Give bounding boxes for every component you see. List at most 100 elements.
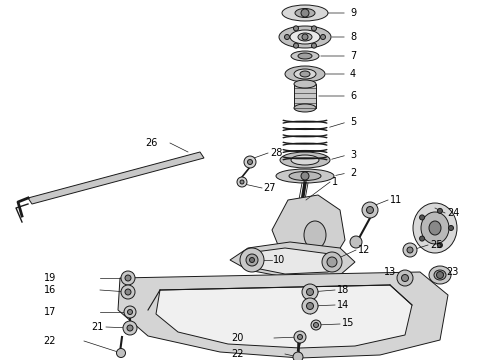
Text: 13: 13 [384,267,396,277]
Ellipse shape [285,66,325,82]
Circle shape [125,289,131,295]
Ellipse shape [298,53,312,59]
Polygon shape [230,242,355,278]
Polygon shape [118,272,448,358]
Circle shape [320,35,325,40]
Circle shape [297,334,302,339]
Polygon shape [28,152,204,204]
Ellipse shape [291,51,319,61]
Text: 3: 3 [350,150,356,160]
Bar [294,84,316,108]
Text: 8: 8 [350,32,356,42]
Circle shape [244,156,256,168]
Ellipse shape [294,69,316,79]
Text: 9: 9 [350,8,356,18]
Circle shape [240,180,244,184]
Text: 5: 5 [350,117,356,127]
Text: 17: 17 [44,307,56,317]
Circle shape [403,243,417,257]
Circle shape [294,43,298,48]
Text: 27: 27 [263,183,275,193]
Ellipse shape [282,5,328,21]
Text: 7: 7 [350,51,356,61]
Circle shape [437,271,443,279]
Ellipse shape [429,266,451,284]
Circle shape [448,225,454,230]
Circle shape [125,275,131,281]
Ellipse shape [290,30,320,44]
Ellipse shape [298,33,312,41]
Circle shape [121,271,135,285]
Ellipse shape [434,270,446,280]
Circle shape [312,43,317,48]
Circle shape [237,177,247,187]
Circle shape [301,9,309,17]
Text: 22: 22 [231,349,244,359]
Text: 21: 21 [92,322,104,332]
Ellipse shape [289,171,321,180]
Ellipse shape [294,80,316,88]
Ellipse shape [279,26,331,48]
Ellipse shape [294,104,316,112]
Circle shape [249,257,254,262]
Circle shape [127,310,132,315]
Polygon shape [156,285,412,348]
Ellipse shape [304,221,326,249]
Text: 12: 12 [358,245,370,255]
Circle shape [438,208,442,213]
Circle shape [314,323,318,328]
Circle shape [293,352,303,360]
Ellipse shape [280,152,330,168]
Text: 1: 1 [332,177,338,187]
Text: 28: 28 [270,148,282,158]
Circle shape [367,207,373,213]
Text: 23: 23 [446,267,458,277]
Circle shape [246,254,258,266]
Ellipse shape [421,212,449,244]
Text: 14: 14 [337,300,349,310]
Text: 24: 24 [447,208,460,218]
Text: 4: 4 [350,69,356,79]
Circle shape [124,306,136,318]
Circle shape [419,236,424,241]
Ellipse shape [291,155,319,165]
Circle shape [307,302,314,310]
Text: 26: 26 [146,138,158,148]
Ellipse shape [413,203,457,253]
Circle shape [285,35,290,40]
Circle shape [301,172,309,180]
Circle shape [438,243,442,248]
Circle shape [327,257,337,267]
Text: 6: 6 [350,91,356,101]
Text: 15: 15 [342,318,354,328]
Circle shape [302,298,318,314]
Circle shape [302,284,318,300]
Circle shape [294,331,306,343]
Circle shape [307,288,314,296]
Text: 20: 20 [232,333,244,343]
Circle shape [121,285,135,299]
Text: 22: 22 [44,336,56,346]
Circle shape [127,325,133,331]
Circle shape [419,215,424,220]
Text: 16: 16 [44,285,56,295]
Circle shape [312,26,317,31]
Polygon shape [272,195,345,270]
Text: 2: 2 [350,168,356,178]
Circle shape [123,321,137,335]
Circle shape [397,270,413,286]
Circle shape [294,26,298,31]
Text: 11: 11 [390,195,402,205]
Circle shape [350,236,362,248]
Circle shape [362,202,378,218]
Circle shape [311,320,321,330]
Ellipse shape [300,71,310,77]
Circle shape [117,348,125,357]
Circle shape [302,34,308,40]
Circle shape [401,274,409,282]
Ellipse shape [429,221,441,235]
Circle shape [240,248,264,272]
Circle shape [322,252,342,272]
Text: 10: 10 [273,255,285,265]
Text: 19: 19 [44,273,56,283]
